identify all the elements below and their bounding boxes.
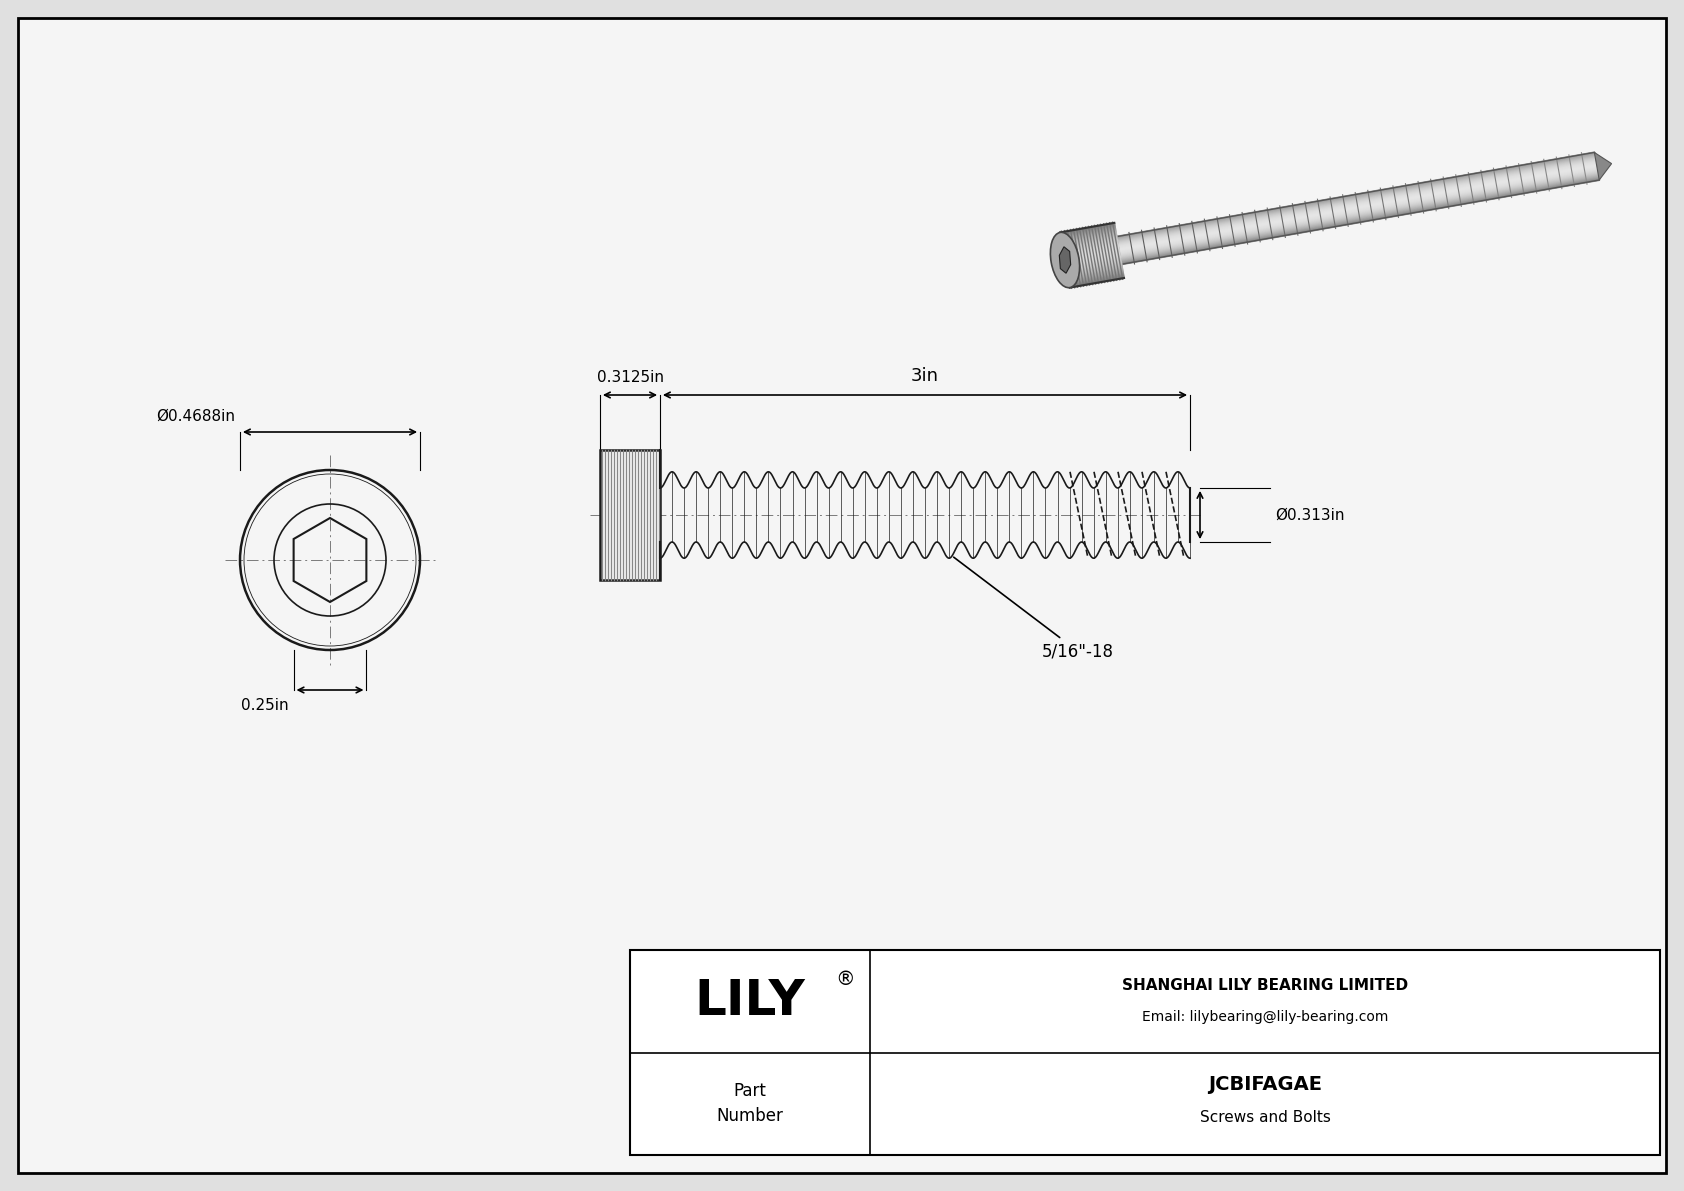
Bar <box>630 950 1660 1155</box>
Bar <box>600 450 660 580</box>
Polygon shape <box>1595 152 1612 180</box>
Text: ®: ® <box>835 969 855 989</box>
Text: Screws and Bolts: Screws and Bolts <box>1199 1110 1330 1125</box>
Text: Ø0.4688in: Ø0.4688in <box>157 409 236 424</box>
Polygon shape <box>1059 247 1071 273</box>
Text: Email: lilybearing@lily-bearing.com: Email: lilybearing@lily-bearing.com <box>1142 1010 1388 1024</box>
Text: Ø0.313in: Ø0.313in <box>1275 507 1344 523</box>
Text: 0.25in: 0.25in <box>241 698 288 713</box>
Text: SHANGHAI LILY BEARING LIMITED: SHANGHAI LILY BEARING LIMITED <box>1122 978 1408 993</box>
Text: 5/16"-18: 5/16"-18 <box>953 557 1113 660</box>
Text: 0.3125in: 0.3125in <box>596 370 663 385</box>
Text: Part
Number: Part Number <box>717 1083 783 1125</box>
Ellipse shape <box>1051 232 1079 288</box>
Text: JCBIFAGAE: JCBIFAGAE <box>1207 1074 1322 1093</box>
Text: 3in: 3in <box>911 367 940 385</box>
Text: LILY: LILY <box>694 978 805 1025</box>
